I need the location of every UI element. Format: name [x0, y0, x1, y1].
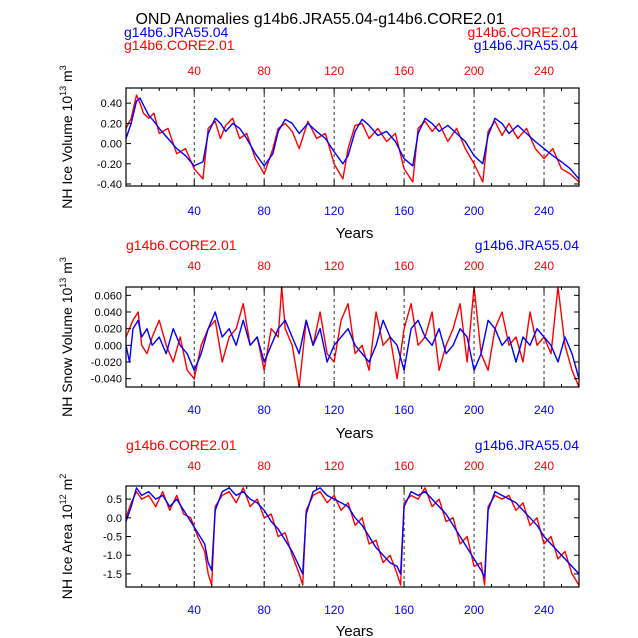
x-tick-label-bottom: 240 [534, 603, 554, 617]
chart-panel-1: 0.40 0.20 0.00 -0.20 -0.40 40 40 80 80 120 120 160 1… [58, 24, 580, 242]
legend-right-2: g14b6.JRA55.04 [474, 37, 579, 53]
plot-frame [125, 87, 580, 187]
x-tick-label-bottom: 80 [257, 403, 271, 417]
x-tick-label-bottom: 160 [394, 403, 414, 417]
x-tick-label-bottom: 160 [394, 204, 414, 218]
x-tick-label-top: 240 [534, 259, 554, 273]
x-tick-label-bottom: 120 [324, 403, 344, 417]
y-tick-label: -0.20 [97, 159, 122, 171]
series-line-jra [125, 97, 580, 180]
x-tick-label-top: 160 [394, 259, 414, 273]
y-tick-label: -0.40 [97, 179, 122, 191]
x-tick-label-top: 40 [188, 459, 202, 473]
x-tick-label-top: 40 [188, 259, 202, 273]
x-tick-label-top: 240 [534, 459, 554, 473]
x-tick-label-top: 200 [464, 459, 484, 473]
series-line-jra [125, 311, 580, 379]
legend-left-2: g14b6.CORE2.01 [124, 37, 235, 53]
x-tick-label-bottom: 240 [534, 403, 554, 417]
chart-panel-3: 0.5 0.0 -0.5 -1.0 -1.5 40 40 80 80 120 120 160 160 20… [58, 437, 580, 638]
x-tick-label-bottom: 80 [257, 603, 271, 617]
x-tick-label-bottom: 40 [188, 603, 202, 617]
x-tick-label-bottom: 240 [534, 204, 554, 218]
legend-right-1: g14b6.JRA55.04 [475, 237, 580, 253]
x-tick-label-top: 240 [534, 64, 554, 78]
x-axis-label: Years [336, 225, 374, 242]
y-tick-label: 0.40 [101, 98, 122, 110]
x-tick-label-top: 200 [464, 259, 484, 273]
y-tick-label: 0.020 [94, 324, 122, 336]
y-tick-label: -1.5 [103, 569, 122, 581]
y-tick-label: 0.000 [94, 340, 122, 352]
plot-frame [125, 286, 580, 388]
x-tick-label-top: 40 [188, 64, 202, 78]
x-tick-label-top: 120 [324, 259, 344, 273]
x-tick-label-top: 200 [464, 64, 484, 78]
x-tick-label-top: 120 [324, 459, 344, 473]
y-tick-label: 0.20 [101, 118, 122, 130]
series-line-jra [125, 487, 580, 579]
x-tick-label-bottom: 200 [464, 603, 484, 617]
legend-right-1: g14b6.CORE2.01 [467, 24, 578, 40]
x-tick-label-bottom: 120 [324, 603, 344, 617]
x-tick-label-top: 160 [394, 64, 414, 78]
x-tick-label-bottom: 160 [394, 603, 414, 617]
series-line-core [125, 487, 580, 586]
y-tick-label: 0.0 [107, 513, 122, 525]
legend-left-1: g14b6.CORE2.01 [126, 437, 237, 453]
legend-left-1: g14b6.CORE2.01 [126, 237, 237, 253]
y-tick-label: -0.040 [91, 374, 122, 386]
x-tick-label-bottom: 40 [188, 204, 202, 218]
x-tick-label-bottom: 40 [188, 403, 202, 417]
y-tick-label: -0.5 [103, 532, 122, 544]
x-tick-label-top: 160 [394, 459, 414, 473]
legend-right-1: g14b6.JRA55.04 [475, 437, 580, 453]
x-tick-label-top: 80 [257, 459, 271, 473]
y-tick-label: -0.020 [91, 357, 122, 369]
x-tick-label-bottom: 200 [464, 403, 484, 417]
x-axis-label: Years [336, 425, 374, 442]
series-line-core [125, 286, 580, 388]
x-tick-label-bottom: 200 [464, 204, 484, 218]
y-tick-label: 0.040 [94, 307, 122, 319]
x-tick-label-top: 120 [324, 64, 344, 78]
chart-panel-2: 0.060 0.040 0.020 0.000 -0.020 -0.040 40 40 80 80… [58, 237, 580, 442]
x-axis-label: Years [336, 623, 374, 638]
chart-panels: 0.40 0.20 0.00 -0.20 -0.40 40 40 80 80 120 120 160 1… [58, 24, 580, 638]
y-axis-label: NH Ice Area 1012 m2 [58, 474, 75, 600]
y-axis-label: NH Snow Volume 1013 m3 [58, 257, 75, 417]
x-tick-label-top: 80 [257, 259, 271, 273]
x-tick-label-bottom: 80 [257, 204, 271, 218]
y-tick-label: 0.00 [101, 139, 122, 151]
chart-title: OND Anomalies g14b6.JRA55.04-g14b6.CORE2… [135, 11, 504, 28]
x-tick-label-top: 80 [257, 64, 271, 78]
legend-left-1: g14b6.JRA55.04 [124, 24, 229, 40]
y-tick-label: 0.5 [107, 494, 122, 506]
y-tick-label: -1.0 [103, 550, 122, 562]
y-axis-label: NH Ice Volume 1013 m3 [58, 65, 75, 208]
y-tick-label: 0.060 [94, 290, 122, 302]
x-tick-label-bottom: 120 [324, 204, 344, 218]
